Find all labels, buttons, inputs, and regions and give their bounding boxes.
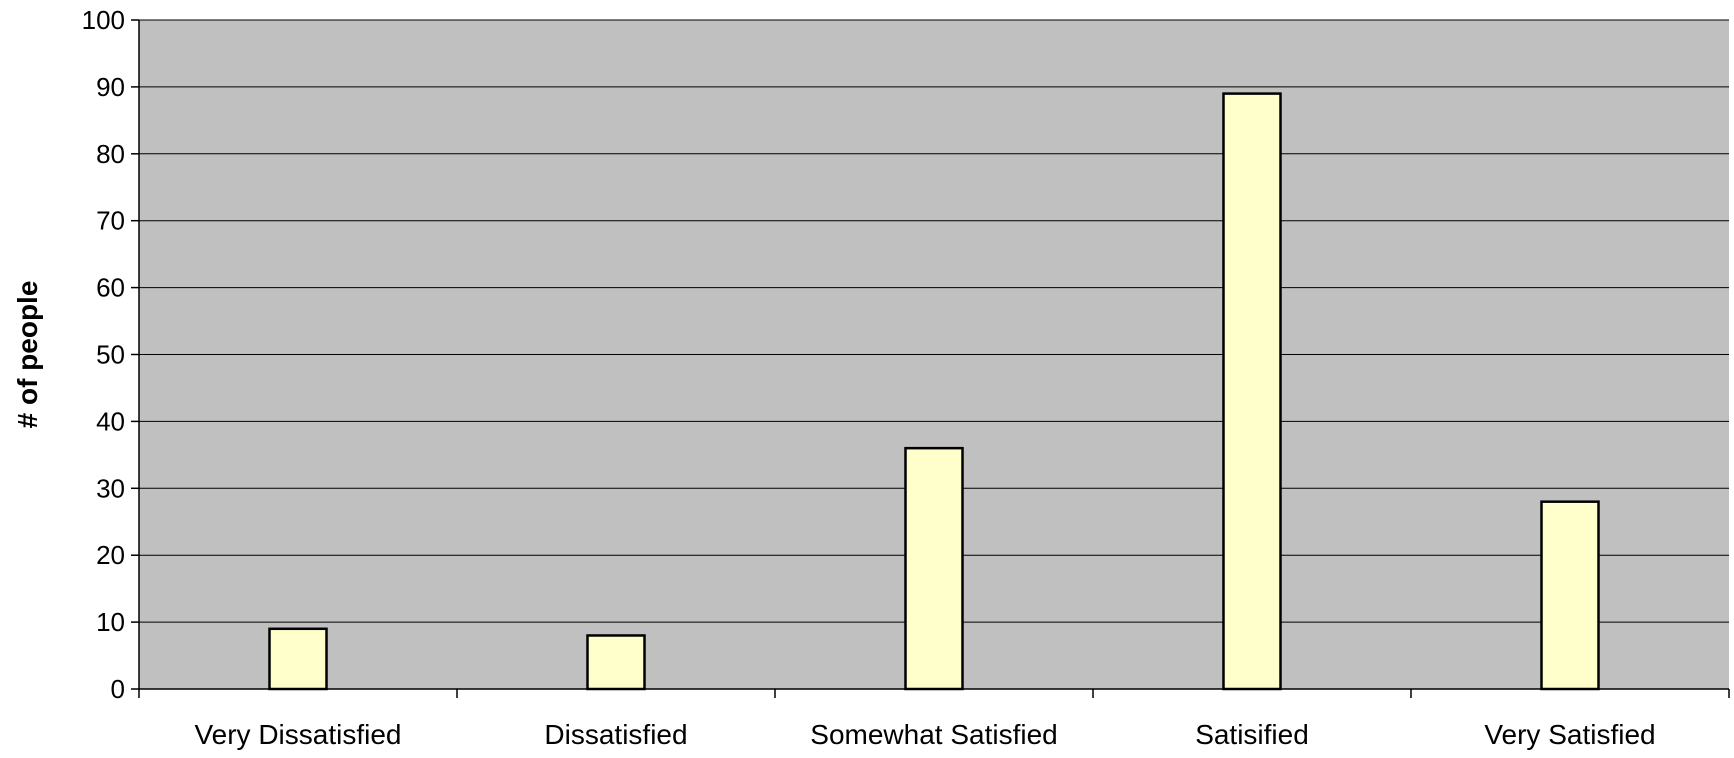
y-tick-label: 80 (96, 139, 125, 169)
bar-satisified (1222, 92, 1282, 691)
y-tick-label: 30 (96, 473, 125, 503)
y-tick-label: 40 (96, 406, 125, 436)
bars (268, 92, 1600, 691)
axes (131, 19, 1730, 698)
bar-very-dissatisfied (268, 627, 328, 691)
x-tick-label: Somewhat Satisfied (810, 719, 1057, 750)
y-tick-label: 10 (96, 607, 125, 637)
y-tick-label: 60 (96, 273, 125, 303)
y-tick-label: 70 (96, 206, 125, 236)
x-tick-label: Very Satisfied (1484, 719, 1655, 750)
y-axis-label: # of people (12, 281, 43, 429)
x-tick-labels: Very Dissatisfied Dissatisfied Somewhat Sa… (195, 719, 1656, 750)
x-tick-label: Very Dissatisfied (195, 719, 402, 750)
y-tick-label: 20 (96, 540, 125, 570)
bar-very-satisfied (1540, 500, 1600, 691)
y-tick-label: 50 (96, 340, 125, 370)
bar-dissatisfied (586, 634, 646, 691)
y-tick-label: 0 (111, 674, 125, 704)
y-tick-labels: 0 10 20 30 40 50 60 70 80 90 100 (82, 5, 125, 704)
y-tick-label: 90 (96, 72, 125, 102)
y-tick-label: 100 (82, 5, 125, 35)
bar-somewhat-satisfied (904, 446, 964, 691)
x-tick-label: Dissatisfied (544, 719, 687, 750)
x-tick-label: Satisified (1195, 719, 1309, 750)
